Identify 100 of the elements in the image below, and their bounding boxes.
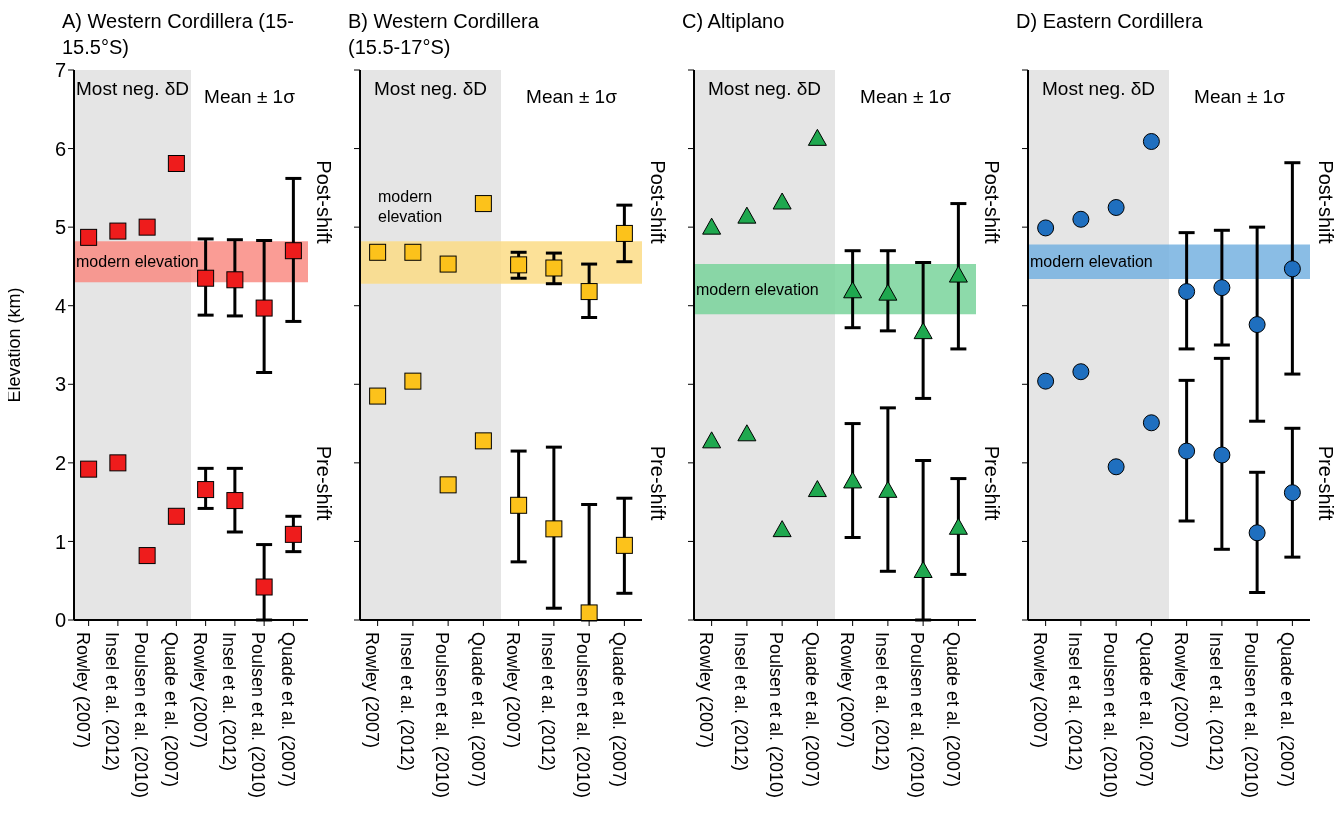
point (948, 517, 968, 535)
point (1283, 260, 1301, 278)
x-tick-label: Quade et al. (2007) (277, 632, 298, 788)
x-tick-label: Rowley (2007) (1029, 632, 1050, 749)
point (1142, 133, 1160, 150)
point (913, 561, 933, 578)
point (197, 269, 215, 287)
x-tick-label: Poulsen et al. (2010) (131, 632, 152, 799)
point (913, 322, 933, 340)
point (772, 520, 792, 538)
point (1072, 363, 1090, 381)
x-tick-label: Poulsen et al. (2010) (248, 632, 269, 799)
point (109, 222, 127, 240)
point (226, 492, 244, 510)
point (439, 476, 457, 494)
point (1248, 316, 1266, 334)
point (80, 228, 98, 246)
x-tick-label: Quade et al. (2007) (942, 632, 963, 788)
x-tick-label: Poulsen et al. (2010) (1241, 632, 1262, 799)
band-label: modern elevation (378, 187, 444, 228)
point (1107, 458, 1125, 476)
y-axis-title: Elevation (km) (4, 287, 25, 403)
band-label: Most neg. δD (1041, 78, 1156, 100)
point (1072, 210, 1090, 228)
x-tick-label: Rowley (2007) (361, 632, 382, 749)
x-tick-label: Quade et al. (2007) (608, 632, 629, 788)
point (1213, 446, 1231, 464)
annotation: Mean ± 1σ (859, 86, 952, 108)
x-tick-label: Poulsen et al. (2010) (573, 632, 594, 799)
point (1142, 414, 1160, 432)
point (1248, 524, 1266, 542)
point (807, 480, 827, 498)
x-tick-label: Quade et al. (2007) (1276, 632, 1297, 788)
annotation: Mean ± 1σ (1193, 86, 1286, 108)
band-label: Most neg. δD (707, 78, 822, 100)
y-tick-label: 1 (54, 530, 66, 553)
point (580, 283, 598, 301)
band-label: Most neg. δD (75, 78, 190, 100)
x-tick-label: Rowley (2007) (189, 632, 210, 749)
text: Pre-shift (980, 445, 1003, 520)
y-tick-label: 0 (54, 609, 66, 632)
point (878, 480, 898, 498)
point (580, 604, 598, 620)
annotation: Mean ± 1σ (203, 86, 296, 108)
x-tick-label: Insel et al. (2012) (397, 632, 418, 772)
point (737, 424, 757, 442)
point (1213, 279, 1231, 297)
point (80, 460, 98, 478)
point (545, 259, 563, 277)
point (843, 281, 863, 299)
text: Pre-shift (312, 445, 335, 520)
point (167, 155, 185, 172)
point (369, 243, 387, 261)
point (255, 578, 273, 596)
chart-title: B) Western Cordillera (15.5-17°S) (348, 9, 540, 60)
x-tick-label: Rowley (2007) (695, 632, 716, 749)
x-tick-label: Quade et al. (2007) (1135, 632, 1156, 788)
band-label: Most neg. δD (373, 78, 488, 100)
band-label: modern elevation (1030, 253, 1153, 271)
point (510, 256, 528, 274)
y-tick-label: 6 (54, 137, 66, 160)
x-tick-label: Rowley (2007) (72, 632, 93, 749)
text: Post-shift (1314, 160, 1336, 244)
point (737, 206, 757, 224)
point (138, 547, 156, 565)
x-tick-label: Insel et al. (2012) (538, 632, 559, 772)
point (1283, 484, 1301, 502)
point (404, 243, 422, 261)
point (510, 496, 528, 514)
x-tick-label: Poulsen et al. (2010) (432, 632, 453, 799)
band-label: modern elevation (696, 280, 819, 298)
chart-title: D) Eastern Cordillera (1016, 9, 1204, 34)
point (702, 217, 722, 235)
y-tick-label: 2 (54, 451, 66, 474)
point (474, 195, 492, 213)
point (1178, 283, 1196, 301)
point (807, 128, 827, 146)
x-tick-label: Quade et al. (2007) (467, 632, 488, 788)
point (615, 224, 633, 242)
x-tick-label: Rowley (2007) (1170, 632, 1191, 749)
point (1037, 219, 1055, 237)
x-tick-label: Quade et al. (2007) (160, 632, 181, 788)
point (284, 242, 302, 260)
x-tick-label: Rowley (2007) (836, 632, 857, 749)
x-tick-label: Quade et al. (2007) (801, 632, 822, 788)
x-tick-label: Poulsen et al. (2010) (1100, 632, 1121, 799)
point (474, 432, 492, 450)
y-tick-label: 5 (54, 216, 66, 239)
text: Pre-shift (1314, 445, 1336, 520)
point (1037, 372, 1055, 390)
band-label: modern elevation (76, 253, 199, 271)
text: Post-shift (646, 160, 669, 244)
point (439, 255, 457, 273)
point (369, 387, 387, 405)
point (1107, 199, 1125, 216)
x-tick-label: Insel et al. (2012) (731, 632, 752, 772)
point (948, 265, 968, 283)
x-tick-label: Insel et al. (2012) (1206, 632, 1227, 772)
x-tick-label: Rowley (2007) (502, 632, 523, 749)
x-tick-label: Insel et al. (2012) (1065, 632, 1086, 772)
